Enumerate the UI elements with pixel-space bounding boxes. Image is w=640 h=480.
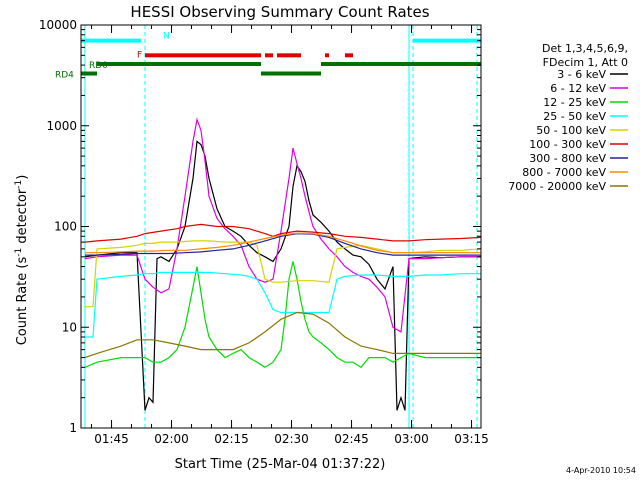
plot-area: N F RD0 RD4 1 10 100 1000 10000 01:45 02:00 02:15 02…	[39, 18, 489, 446]
x-tick-label-5: 03:00	[394, 432, 429, 446]
legend-label-6: 300 - 800 keV	[529, 152, 606, 165]
legend-label-0: 3 - 6 keV	[557, 68, 606, 81]
footer-timestamp: 4-Apr-2010 10:54	[566, 466, 636, 475]
x-tick-label-1: 02:00	[154, 432, 189, 446]
y-tick-label-0: 1	[69, 421, 77, 435]
ylabel-end: )	[15, 175, 30, 180]
ylabel-tail: detector	[15, 188, 30, 248]
y-tick-label-2: 100	[54, 220, 77, 234]
chart-title: HESSI Observing Summary Count Rates	[130, 3, 429, 21]
state-bar-f-2	[277, 53, 301, 58]
svg-text:Count Rate (s-1 detector-1): Count Rate (s-1 detector-1)	[14, 175, 30, 346]
state-label-rd4: RD4	[55, 71, 74, 81]
state-bar-rd4-1	[261, 71, 321, 76]
legend-label-3: 25 - 50 keV	[543, 110, 606, 123]
state-bar-rd0-0	[97, 62, 261, 67]
y-tick-label-1: 10	[62, 320, 77, 334]
state-bar-f-1	[265, 53, 273, 58]
series-line-7	[85, 232, 481, 254]
state-bar-rd4-0	[81, 71, 97, 76]
series-line-3	[85, 271, 481, 338]
x-tick-label-2: 02:15	[214, 432, 249, 446]
state-bar-f-3	[325, 53, 329, 58]
plot-frame	[80, 24, 482, 429]
y-axis-label: Count Rate (s-1 detector-1)	[14, 175, 30, 346]
x-axis-label: Start Time (25-Mar-04 01:37:22)	[175, 457, 386, 472]
ylabel-sup2: -1	[14, 180, 24, 189]
legend-header-1: FDecim 1, Att 0	[543, 56, 628, 69]
x-tick-label-3: 02:30	[274, 432, 309, 446]
y-tick-label-4: 10000	[39, 18, 77, 32]
legend-label-8: 7000 - 20000 keV	[508, 180, 606, 193]
series-line-0	[84, 140, 481, 411]
state-bar-f-4	[345, 53, 353, 58]
legend: Det 1,3,4,5,6,9,FDecim 1, Att 03 - 6 keV…	[508, 42, 628, 193]
x-tick-label-4: 02:45	[334, 432, 369, 446]
state-label-n: N	[163, 32, 170, 42]
legend-label-4: 50 - 100 keV	[536, 124, 606, 137]
series-line-5	[84, 223, 482, 243]
state-bar-f-0	[145, 53, 261, 58]
x-tick-label-6: 03:15	[454, 432, 489, 446]
state-bar-n-0	[81, 38, 141, 43]
x-tick-label-0: 01:45	[94, 432, 129, 446]
ylabel-sup: -1	[14, 248, 24, 257]
ylabel-main: Count Rate (s	[15, 257, 30, 346]
legend-header-0: Det 1,3,4,5,6,9,	[542, 42, 628, 55]
legend-label-7: 800 - 7000 keV	[522, 166, 606, 179]
y-tick-label-3: 1000	[46, 119, 77, 133]
legend-label-1: 6 - 12 keV	[550, 82, 606, 95]
series-line-8	[84, 311, 481, 359]
state-label-rd0: RD0	[89, 61, 108, 71]
series-line-2	[84, 261, 481, 369]
series-line-1	[84, 117, 481, 333]
legend-label-5: 100 - 300 keV	[529, 138, 606, 151]
state-bar-n-1	[413, 38, 481, 43]
state-bar-rd0-1	[321, 62, 481, 67]
series-line-6	[85, 232, 481, 256]
state-label-f: F	[137, 50, 142, 60]
legend-label-2: 12 - 25 keV	[543, 96, 606, 109]
